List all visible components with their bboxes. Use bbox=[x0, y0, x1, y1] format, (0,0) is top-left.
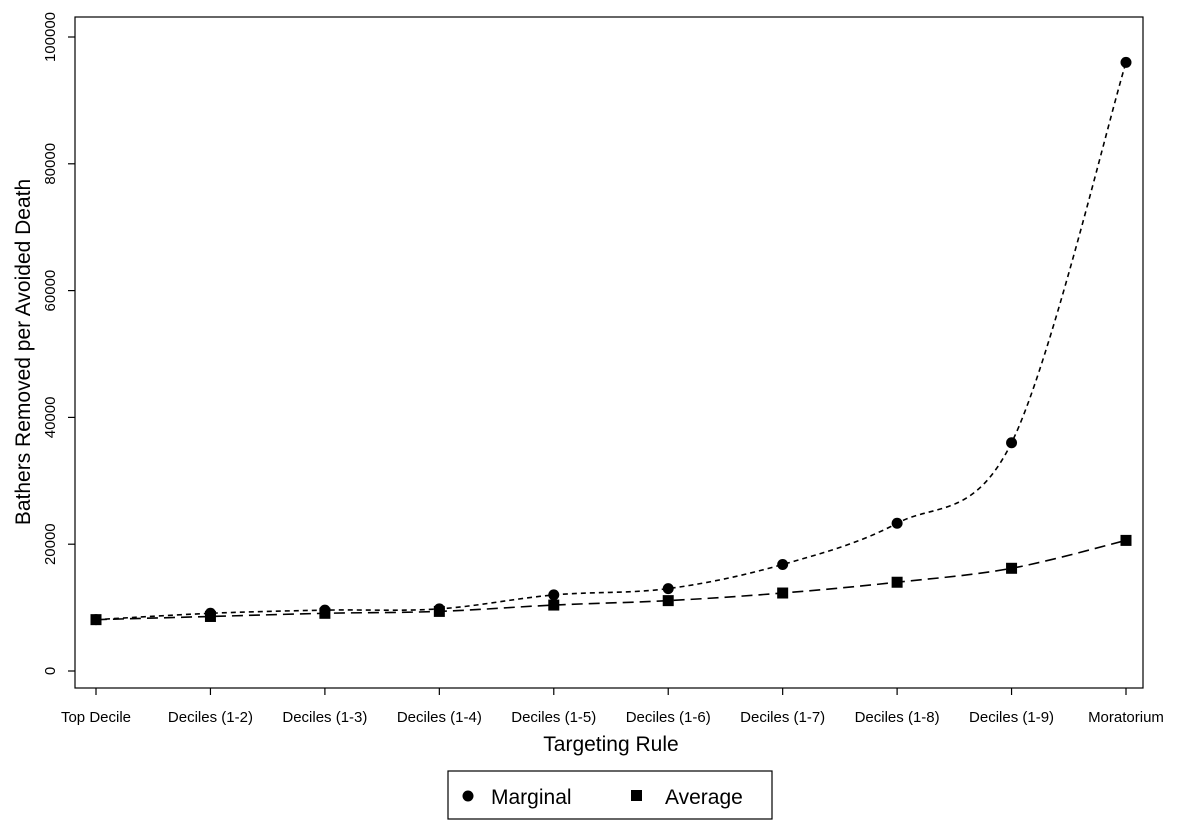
data-point-average bbox=[548, 599, 560, 611]
y-tick-label: 80000 bbox=[42, 143, 59, 185]
x-tick-label: Moratorium bbox=[1088, 709, 1164, 726]
data-point-average bbox=[204, 610, 216, 622]
legend-label-average: Average bbox=[665, 786, 743, 809]
legend-box bbox=[447, 770, 773, 820]
data-point-marginal bbox=[1120, 56, 1132, 68]
data-point-average bbox=[1006, 562, 1018, 574]
data-point-marginal bbox=[1006, 437, 1018, 449]
data-point-marginal bbox=[777, 558, 789, 570]
y-tick-label: 0 bbox=[42, 667, 59, 675]
series-markers bbox=[90, 56, 1132, 626]
data-point-average bbox=[891, 576, 903, 588]
x-tick-label: Deciles (1-6) bbox=[626, 709, 711, 726]
x-tick-label: Deciles (1-2) bbox=[168, 709, 253, 726]
x-tick-label: Deciles (1-5) bbox=[511, 709, 596, 726]
legend-marker-marginal bbox=[462, 790, 474, 802]
data-point-average bbox=[319, 607, 331, 619]
series-lines bbox=[95, 62, 1127, 621]
y-axis: 0 20000 40000 60000 80000 100000 bbox=[42, 12, 75, 675]
x-tick-label: Deciles (1-8) bbox=[855, 709, 940, 726]
data-point-average bbox=[433, 605, 445, 617]
x-tick-label: Deciles (1-3) bbox=[282, 709, 367, 726]
y-tick-label: 100000 bbox=[42, 12, 59, 62]
x-tick-label: Deciles (1-4) bbox=[397, 709, 482, 726]
legend-label-marginal: Marginal bbox=[491, 786, 572, 809]
y-axis-title: Bathers Removed per Avoided Death bbox=[12, 179, 35, 525]
y-tick-label: 40000 bbox=[42, 397, 59, 439]
y-tick-label: 20000 bbox=[42, 523, 59, 565]
x-axis-title: Targeting Rule bbox=[543, 733, 678, 756]
plot-frame bbox=[74, 16, 1144, 689]
series-line-average bbox=[95, 539, 1127, 621]
x-axis: Top Decile Deciles (1-2) Deciles (1-3) Deci… bbox=[61, 688, 1164, 726]
data-point-marginal bbox=[662, 583, 674, 595]
data-point-average bbox=[777, 587, 789, 599]
data-point-marginal bbox=[891, 517, 903, 529]
data-point-average bbox=[662, 595, 674, 607]
x-tick-label: Top Decile bbox=[61, 709, 131, 726]
x-tick-label: Deciles (1-9) bbox=[969, 709, 1054, 726]
y-tick-label: 60000 bbox=[42, 270, 59, 312]
legend: Marginal Average bbox=[447, 770, 773, 820]
x-tick-label: Deciles (1-7) bbox=[740, 709, 825, 726]
legend-marker-average bbox=[631, 790, 642, 801]
series-line-marginal bbox=[95, 62, 1127, 621]
data-point-average bbox=[1120, 534, 1132, 546]
data-point-marginal bbox=[548, 589, 560, 601]
data-point-average bbox=[90, 614, 102, 626]
